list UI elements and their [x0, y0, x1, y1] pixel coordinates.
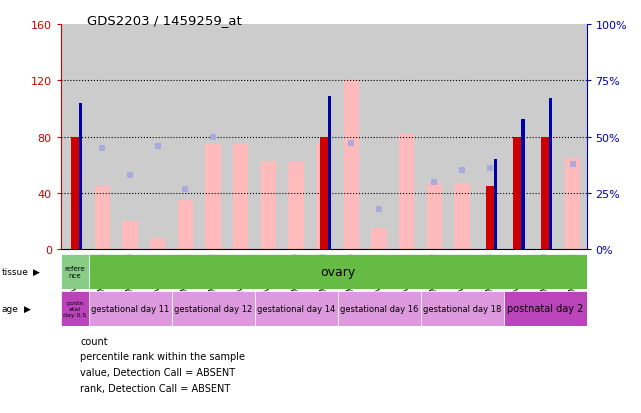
Text: refere
nce: refere nce	[64, 265, 85, 278]
Bar	[454, 184, 470, 250]
Bar	[365, 25, 393, 250]
Bar	[320, 138, 328, 250]
Bar	[338, 25, 365, 250]
Text: postnatal day 2: postnatal day 2	[507, 304, 583, 314]
Text: tissue: tissue	[2, 267, 29, 276]
Bar	[448, 25, 476, 250]
Bar	[541, 138, 549, 250]
Bar	[338, 291, 420, 326]
Bar	[371, 229, 387, 250]
Bar	[486, 187, 494, 250]
Bar	[328, 97, 331, 250]
Bar	[233, 145, 248, 250]
Bar	[565, 159, 580, 250]
Bar	[494, 160, 497, 250]
Bar	[521, 119, 525, 250]
Text: gestational day 16: gestational day 16	[340, 304, 418, 313]
Bar	[261, 161, 276, 250]
Bar	[61, 25, 88, 250]
Bar	[282, 25, 310, 250]
Bar	[144, 25, 172, 250]
Text: ovary: ovary	[320, 265, 355, 278]
Bar	[150, 239, 165, 250]
Bar	[559, 25, 587, 250]
Bar	[61, 291, 88, 326]
Bar	[476, 25, 504, 250]
Text: gestational day 18: gestational day 18	[423, 304, 501, 313]
Bar	[420, 25, 448, 250]
Bar	[79, 104, 82, 250]
Bar	[254, 25, 282, 250]
Bar	[420, 291, 504, 326]
Bar	[205, 145, 221, 250]
Bar	[393, 25, 420, 250]
Bar	[344, 81, 359, 250]
Bar	[504, 25, 531, 250]
Bar	[122, 222, 138, 250]
Bar	[71, 138, 79, 250]
Text: postn
atal
day 0.5: postn atal day 0.5	[63, 300, 87, 317]
Bar	[116, 25, 144, 250]
Bar	[88, 291, 172, 326]
Bar	[399, 135, 414, 250]
Text: gestational day 11: gestational day 11	[91, 304, 169, 313]
Bar	[310, 25, 338, 250]
Text: count: count	[80, 336, 108, 346]
Bar	[88, 25, 116, 250]
Text: gestational day 14: gestational day 14	[257, 304, 335, 313]
Text: percentile rank within the sample: percentile rank within the sample	[80, 351, 245, 361]
Bar	[531, 25, 559, 250]
Bar	[254, 291, 338, 326]
Text: ▶: ▶	[24, 304, 31, 313]
Bar	[288, 163, 304, 250]
Bar	[427, 184, 442, 250]
Bar	[172, 25, 199, 250]
Bar	[199, 25, 227, 250]
Text: age: age	[2, 304, 19, 313]
Bar	[513, 138, 521, 250]
Bar	[316, 145, 331, 250]
Text: value, Detection Call = ABSENT: value, Detection Call = ABSENT	[80, 367, 235, 377]
Text: GDS2203 / 1459259_at: GDS2203 / 1459259_at	[87, 14, 241, 27]
Bar	[95, 187, 110, 250]
Bar	[61, 254, 88, 289]
Bar	[227, 25, 254, 250]
Bar	[549, 99, 553, 250]
Bar	[178, 201, 193, 250]
Bar	[504, 291, 587, 326]
Bar	[172, 291, 254, 326]
Text: ▶: ▶	[33, 267, 40, 276]
Text: rank, Detection Call = ABSENT: rank, Detection Call = ABSENT	[80, 383, 230, 393]
Text: gestational day 12: gestational day 12	[174, 304, 252, 313]
